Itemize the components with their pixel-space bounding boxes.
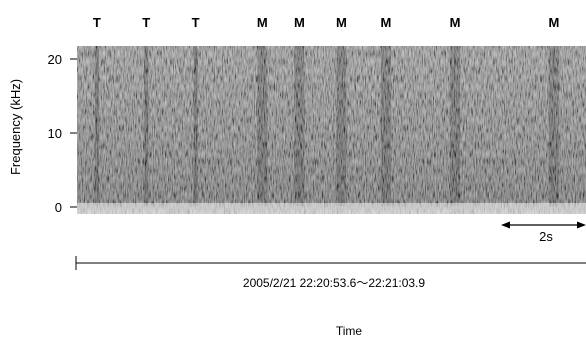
event-marker-m-5: M	[294, 15, 305, 30]
y-axis-label: Frequency (kHz)	[8, 79, 23, 175]
event-marker-m-4: M	[257, 15, 268, 30]
event-marker-m-8: M	[450, 15, 461, 30]
scale-bar-label: 2s	[539, 229, 553, 244]
x-axis-label: Time	[336, 324, 363, 338]
y-tick-label-10: 10	[48, 126, 62, 141]
scale-bar-right-arrowhead	[577, 221, 586, 229]
event-marker-t-3: T	[192, 15, 200, 30]
spectrogram-image	[77, 46, 586, 214]
event-marker-m-7: M	[380, 15, 391, 30]
event-marker-m-9: M	[548, 15, 559, 30]
y-axis: 0 10 20	[48, 52, 77, 215]
y-tick-label-0: 0	[55, 200, 62, 215]
event-marker-t-2: T	[142, 15, 150, 30]
event-marker-t-1: T	[93, 15, 101, 30]
event-marker-m-6: M	[336, 15, 347, 30]
time-axis	[75, 256, 586, 270]
scale-bar-left-arrowhead	[501, 221, 510, 229]
time-range-label: 2005/2/21 22:20:53.6～22:21:03.9	[243, 276, 425, 290]
y-tick-label-20: 20	[48, 52, 62, 67]
scale-bar: 2s	[501, 221, 586, 244]
